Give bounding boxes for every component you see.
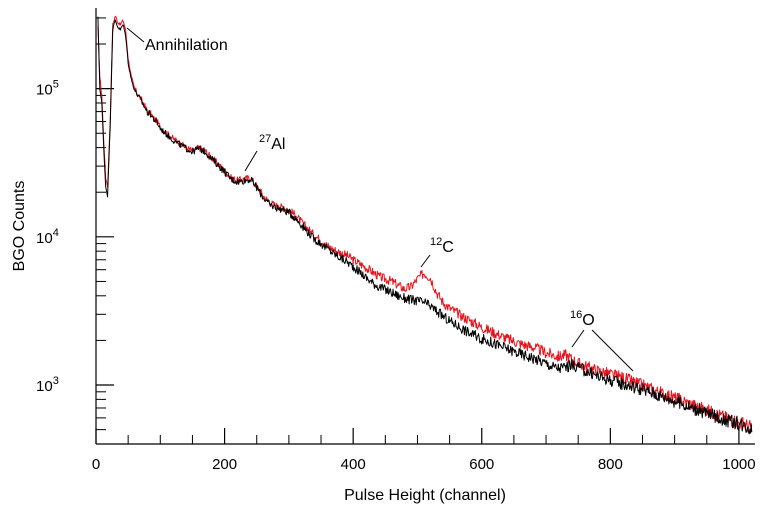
annotation-annihilation-label: Annihilation (145, 37, 228, 54)
annotation-al27-leader (244, 150, 258, 172)
annotation-al27: 27Al (244, 133, 285, 172)
x-tick-label: 800 (598, 456, 623, 473)
x-axis-title: Pulse Height (channel) (344, 487, 506, 504)
x-tick-label: 1000 (722, 456, 755, 473)
series-black-line (97, 16, 753, 435)
annotations: Annihilation 27Al 12C 16O (126, 27, 634, 372)
annotation-c12: 12C (420, 236, 454, 268)
annotation-al27-label: 27Al (259, 133, 285, 153)
annotation-o16: 16O (570, 309, 634, 372)
annotation-annihilation-leader (126, 27, 145, 43)
y-major-ticks: 103 104 105 (36, 79, 114, 395)
annotation-o16-leader-2 (591, 329, 634, 372)
y-tick-label: 104 (36, 227, 59, 247)
annotation-annihilation: Annihilation (126, 27, 228, 54)
series-layer (97, 15, 753, 435)
annotation-c12-leader (420, 254, 431, 268)
series-red-line (97, 15, 753, 433)
x-tick-label: 400 (341, 456, 366, 473)
x-major-ticks: 0 200 400 600 800 1000 (92, 428, 756, 473)
x-tick-label: 200 (212, 456, 237, 473)
y-tick-label: 103 (36, 375, 59, 395)
x-tick-label: 0 (92, 456, 100, 473)
annotation-o16-leader-1 (571, 329, 585, 348)
annotation-o16-label: 16O (570, 309, 595, 329)
x-tick-label: 600 (469, 456, 494, 473)
y-axis-title: BGO Counts (11, 181, 28, 272)
y-minor-ticks (96, 17, 106, 445)
x-minor-ticks (127, 435, 708, 444)
y-tick-label: 105 (36, 79, 59, 99)
annotation-c12-label: 12C (430, 236, 454, 256)
axes: 103 104 105 0 200 400 600 800 1000 (36, 8, 756, 473)
